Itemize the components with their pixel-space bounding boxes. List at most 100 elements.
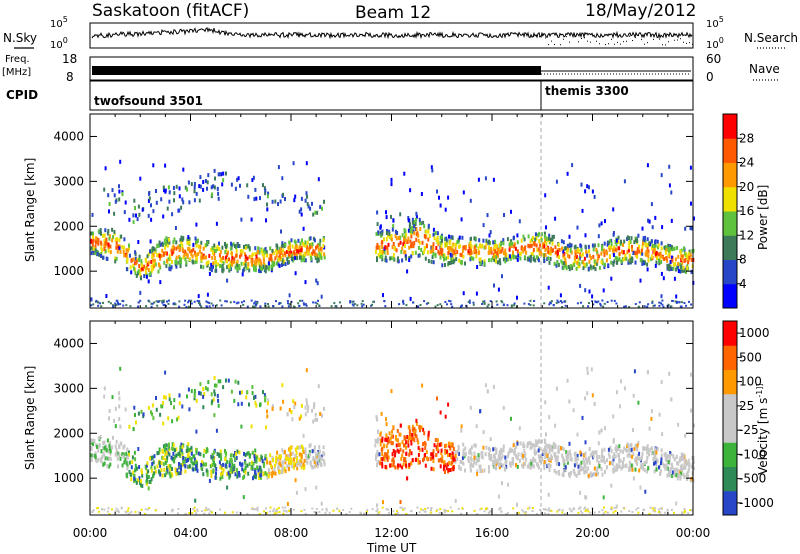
colorbar-segment — [723, 466, 737, 492]
power-cell — [551, 238, 554, 243]
power-cell — [563, 261, 566, 265]
power-cell — [192, 242, 195, 247]
velocity-cell — [396, 465, 399, 470]
velocity-cell — [586, 460, 589, 465]
power-cell — [238, 264, 240, 268]
velocity-cell — [588, 460, 591, 465]
power-cell — [413, 241, 416, 245]
power-cell — [323, 255, 326, 260]
velocity-cell — [578, 469, 581, 473]
velocity-cell — [504, 455, 507, 460]
velocity-cell — [636, 461, 639, 466]
power-cell — [330, 305, 333, 308]
velocity-cell — [447, 510, 450, 513]
power-cell — [456, 250, 459, 255]
power-cell — [278, 246, 281, 251]
velocity-cell — [378, 511, 381, 514]
power-cell — [210, 302, 213, 305]
velocity-cell — [262, 472, 265, 477]
power-cell — [181, 197, 184, 202]
velocity-cell — [586, 391, 589, 396]
power-cell — [230, 259, 233, 264]
power-cell — [234, 244, 236, 248]
velocity-cell — [92, 438, 94, 443]
velocity-cell — [630, 447, 633, 452]
velocity-cell — [300, 403, 303, 408]
power-cell — [420, 192, 423, 196]
velocity-cell — [254, 394, 257, 399]
power-cell — [151, 302, 154, 305]
power-cell — [305, 191, 308, 196]
time-axis: 00:00 04:00 08:00 12:00 16:00 20:00 00:00 — [73, 526, 711, 540]
velocity-cell — [535, 462, 538, 467]
power-cell — [639, 258, 642, 263]
velocity-cell — [174, 455, 177, 460]
velocity-cell — [636, 446, 639, 450]
velocity-cell — [318, 445, 321, 450]
power-cell — [666, 258, 669, 263]
power-cell — [484, 245, 487, 250]
velocity-cell — [533, 448, 536, 453]
velocity-cell — [506, 454, 509, 459]
power-cell — [125, 267, 128, 272]
power-cell — [394, 233, 397, 238]
velocity-cell — [585, 509, 588, 511]
power-cell — [580, 301, 582, 304]
power-cell — [401, 233, 404, 238]
velocity-cell — [250, 424, 253, 429]
velocity-cell — [154, 509, 157, 512]
power-cell — [188, 200, 191, 205]
velocity-cell — [270, 471, 273, 476]
velocity-cell — [200, 462, 203, 467]
velocity-cell — [282, 450, 285, 455]
velocity-cell — [222, 385, 225, 390]
power-cell — [319, 204, 322, 209]
velocity-cell — [128, 452, 131, 457]
velocity-cell — [669, 467, 672, 471]
power-cell — [111, 227, 114, 232]
velocity-cell — [488, 469, 490, 474]
velocity-cell — [303, 458, 306, 463]
power-cell — [445, 256, 448, 261]
power-cell — [547, 236, 550, 241]
power-cell — [590, 256, 593, 261]
velocity-cell — [244, 461, 247, 465]
power-cell — [498, 250, 501, 255]
power-cell — [397, 256, 399, 261]
velocity-cell — [151, 461, 154, 466]
power-cell — [612, 207, 615, 212]
power-cell — [618, 257, 621, 262]
velocity-cell — [204, 509, 207, 512]
power-cell — [563, 300, 566, 303]
velocity-cell — [439, 508, 442, 511]
power-cell — [166, 243, 169, 248]
power-cell — [570, 264, 572, 269]
power-cell — [90, 304, 93, 307]
velocity-cell — [628, 460, 631, 465]
power-cell — [386, 251, 389, 255]
velocity-cell — [482, 430, 485, 435]
power-cell — [300, 207, 303, 212]
velocity-cell — [184, 512, 187, 515]
velocity-cell — [676, 476, 679, 481]
power-cell — [511, 253, 514, 258]
power-cell — [405, 233, 408, 238]
velocity-cell — [305, 368, 308, 373]
velocity-cell — [637, 400, 640, 405]
power-cell — [444, 207, 447, 212]
power-cell — [679, 269, 682, 274]
velocity-cell — [460, 512, 463, 515]
velocity-cell — [399, 432, 402, 437]
velocity-cell — [454, 450, 457, 455]
y-tick-label: 1000 — [53, 471, 84, 485]
velocity-cell — [228, 460, 231, 465]
power-cell — [153, 264, 156, 269]
velocity-cell — [523, 462, 526, 467]
power-cell — [582, 259, 585, 264]
colorbar-segment — [723, 186, 737, 212]
power-cell — [193, 185, 196, 190]
velocity-cell — [457, 507, 460, 510]
velocity-cell — [320, 501, 323, 506]
velocity-cell — [582, 466, 585, 471]
power-cell — [146, 254, 149, 259]
